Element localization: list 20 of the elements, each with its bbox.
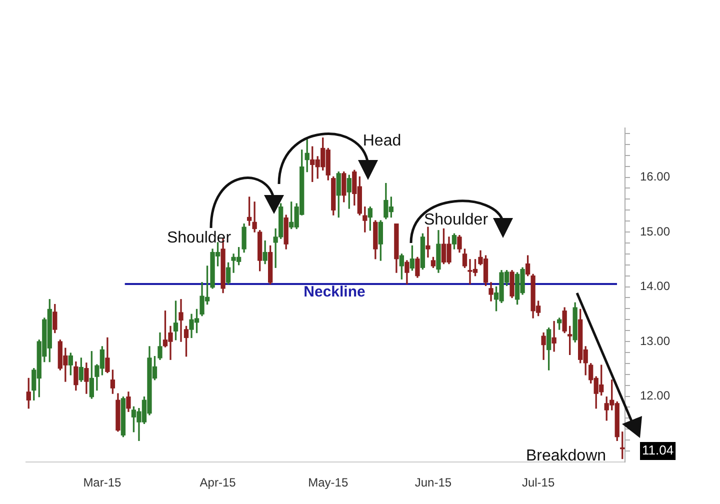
x-tick-label: Mar-15 <box>83 476 122 490</box>
y-tick-label: 16.00 <box>640 170 670 184</box>
x-tick-label: Jun-15 <box>414 476 452 490</box>
x-tick-label: May-15 <box>308 476 348 490</box>
x-tick-label: Apr-15 <box>200 476 236 490</box>
text: 11.04 <box>642 442 674 458</box>
y-tick-label: 15.00 <box>640 224 670 238</box>
annotation: Shoulder <box>166 229 232 246</box>
y-tick-label: 13.00 <box>640 334 670 348</box>
y-tick-label: 12.00 <box>640 388 670 403</box>
annotation: Head <box>362 132 402 150</box>
y-tick-label: 14.00 <box>640 279 670 294</box>
candlestick <box>426 226 430 258</box>
ref-line-label: Neckline <box>304 284 366 301</box>
candlestick <box>552 320 556 352</box>
candlestick <box>252 202 257 232</box>
annotation: Breakdown <box>526 447 606 464</box>
annotation: Shoulder <box>424 211 489 228</box>
x-tick-label: Jul-15 <box>522 476 555 490</box>
candlestick <box>178 299 184 342</box>
